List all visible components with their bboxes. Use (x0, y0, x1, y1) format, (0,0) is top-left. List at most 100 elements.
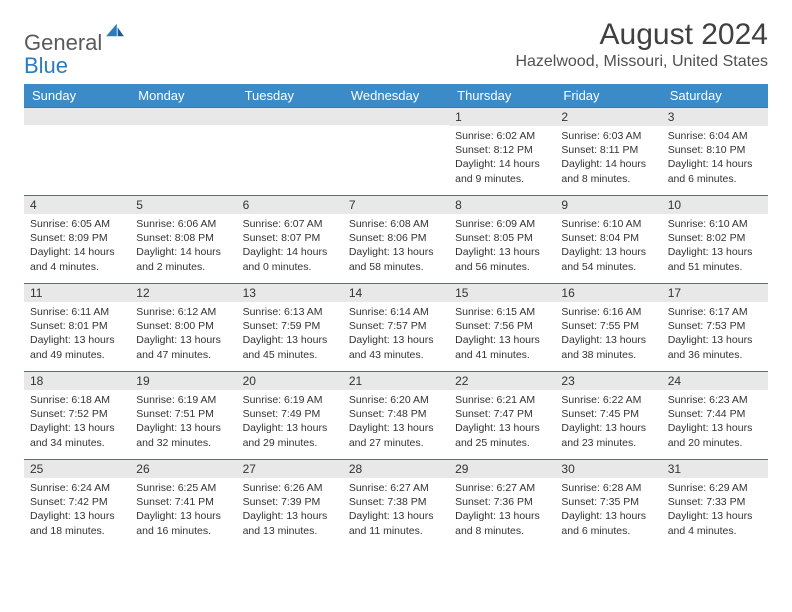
day-details: Sunrise: 6:20 AMSunset: 7:48 PMDaylight:… (343, 390, 449, 459)
calendar-day-cell: 16Sunrise: 6:16 AMSunset: 7:55 PMDayligh… (555, 283, 661, 371)
day-details: Sunrise: 6:15 AMSunset: 7:56 PMDaylight:… (449, 302, 555, 371)
day-details: Sunrise: 6:08 AMSunset: 8:06 PMDaylight:… (343, 214, 449, 283)
day-details: Sunrise: 6:25 AMSunset: 7:41 PMDaylight:… (130, 478, 236, 547)
weekday-header: Friday (555, 84, 661, 107)
calendar-day-cell: 19Sunrise: 6:19 AMSunset: 7:51 PMDayligh… (130, 371, 236, 459)
day-number: 5 (130, 195, 236, 214)
calendar-day-cell: 20Sunrise: 6:19 AMSunset: 7:49 PMDayligh… (237, 371, 343, 459)
logo-word-2: Blue (24, 53, 68, 78)
day-number: 16 (555, 283, 661, 302)
day-details: Sunrise: 6:14 AMSunset: 7:57 PMDaylight:… (343, 302, 449, 371)
weekday-header: Wednesday (343, 84, 449, 107)
day-number: 17 (662, 283, 768, 302)
day-details: Sunrise: 6:07 AMSunset: 8:07 PMDaylight:… (237, 214, 343, 283)
day-details: Sunrise: 6:09 AMSunset: 8:05 PMDaylight:… (449, 214, 555, 283)
calendar-day-cell: 6Sunrise: 6:07 AMSunset: 8:07 PMDaylight… (237, 195, 343, 283)
weekday-header: Sunday (24, 84, 130, 107)
day-number: 30 (555, 459, 661, 478)
calendar-day-cell (130, 107, 236, 195)
day-number: 31 (662, 459, 768, 478)
weekday-header-row: Sunday Monday Tuesday Wednesday Thursday… (24, 84, 768, 107)
day-number: 21 (343, 371, 449, 390)
calendar-page: General Blue August 2024 Hazelwood, Miss… (0, 0, 792, 565)
day-details: Sunrise: 6:27 AMSunset: 7:36 PMDaylight:… (449, 478, 555, 547)
calendar-day-cell: 31Sunrise: 6:29 AMSunset: 7:33 PMDayligh… (662, 459, 768, 547)
day-number: 19 (130, 371, 236, 390)
logo-word-1: General (24, 30, 102, 55)
day-details: Sunrise: 6:17 AMSunset: 7:53 PMDaylight:… (662, 302, 768, 371)
day-details: Sunrise: 6:10 AMSunset: 8:04 PMDaylight:… (555, 214, 661, 283)
calendar-day-cell: 8Sunrise: 6:09 AMSunset: 8:05 PMDaylight… (449, 195, 555, 283)
day-number: 10 (662, 195, 768, 214)
calendar-day-cell: 28Sunrise: 6:27 AMSunset: 7:38 PMDayligh… (343, 459, 449, 547)
day-number: 11 (24, 283, 130, 302)
day-details: Sunrise: 6:04 AMSunset: 8:10 PMDaylight:… (662, 126, 768, 195)
day-number: 7 (343, 195, 449, 214)
day-number: 3 (662, 107, 768, 126)
day-details: Sunrise: 6:10 AMSunset: 8:02 PMDaylight:… (662, 214, 768, 283)
day-details: Sunrise: 6:27 AMSunset: 7:38 PMDaylight:… (343, 478, 449, 547)
calendar-day-cell: 30Sunrise: 6:28 AMSunset: 7:35 PMDayligh… (555, 459, 661, 547)
calendar-day-cell: 17Sunrise: 6:17 AMSunset: 7:53 PMDayligh… (662, 283, 768, 371)
day-details: Sunrise: 6:11 AMSunset: 8:01 PMDaylight:… (24, 302, 130, 371)
calendar-body: 1Sunrise: 6:02 AMSunset: 8:12 PMDaylight… (24, 107, 768, 547)
calendar-day-cell (24, 107, 130, 195)
calendar-day-cell: 3Sunrise: 6:04 AMSunset: 8:10 PMDaylight… (662, 107, 768, 195)
day-details: Sunrise: 6:19 AMSunset: 7:51 PMDaylight:… (130, 390, 236, 459)
weekday-header: Tuesday (237, 84, 343, 107)
day-number: 22 (449, 371, 555, 390)
day-details: Sunrise: 6:18 AMSunset: 7:52 PMDaylight:… (24, 390, 130, 459)
sail-icon (104, 22, 126, 38)
calendar-day-cell: 15Sunrise: 6:15 AMSunset: 7:56 PMDayligh… (449, 283, 555, 371)
day-number: 9 (555, 195, 661, 214)
day-number: 29 (449, 459, 555, 478)
day-details: Sunrise: 6:02 AMSunset: 8:12 PMDaylight:… (449, 126, 555, 195)
day-number: 24 (662, 371, 768, 390)
day-details: Sunrise: 6:29 AMSunset: 7:33 PMDaylight:… (662, 478, 768, 547)
calendar-day-cell: 11Sunrise: 6:11 AMSunset: 8:01 PMDayligh… (24, 283, 130, 371)
day-details: Sunrise: 6:26 AMSunset: 7:39 PMDaylight:… (237, 478, 343, 547)
day-details: Sunrise: 6:22 AMSunset: 7:45 PMDaylight:… (555, 390, 661, 459)
day-number: 1 (449, 107, 555, 126)
calendar-day-cell: 5Sunrise: 6:06 AMSunset: 8:08 PMDaylight… (130, 195, 236, 283)
calendar-table: Sunday Monday Tuesday Wednesday Thursday… (24, 84, 768, 547)
calendar-day-cell: 26Sunrise: 6:25 AMSunset: 7:41 PMDayligh… (130, 459, 236, 547)
day-details: Sunrise: 6:19 AMSunset: 7:49 PMDaylight:… (237, 390, 343, 459)
day-number-empty (237, 107, 343, 125)
day-number: 27 (237, 459, 343, 478)
calendar-day-cell: 10Sunrise: 6:10 AMSunset: 8:02 PMDayligh… (662, 195, 768, 283)
calendar-day-cell: 21Sunrise: 6:20 AMSunset: 7:48 PMDayligh… (343, 371, 449, 459)
calendar-week-row: 4Sunrise: 6:05 AMSunset: 8:09 PMDaylight… (24, 195, 768, 283)
weekday-header: Saturday (662, 84, 768, 107)
day-number: 14 (343, 283, 449, 302)
title-block: August 2024 Hazelwood, Missouri, United … (515, 18, 768, 71)
calendar-week-row: 18Sunrise: 6:18 AMSunset: 7:52 PMDayligh… (24, 371, 768, 459)
day-details: Sunrise: 6:06 AMSunset: 8:08 PMDaylight:… (130, 214, 236, 283)
calendar-day-cell: 12Sunrise: 6:12 AMSunset: 8:00 PMDayligh… (130, 283, 236, 371)
day-details: Sunrise: 6:05 AMSunset: 8:09 PMDaylight:… (24, 214, 130, 283)
day-number: 20 (237, 371, 343, 390)
calendar-day-cell: 29Sunrise: 6:27 AMSunset: 7:36 PMDayligh… (449, 459, 555, 547)
calendar-day-cell: 18Sunrise: 6:18 AMSunset: 7:52 PMDayligh… (24, 371, 130, 459)
day-number: 23 (555, 371, 661, 390)
day-number: 25 (24, 459, 130, 478)
day-details: Sunrise: 6:16 AMSunset: 7:55 PMDaylight:… (555, 302, 661, 371)
calendar-week-row: 1Sunrise: 6:02 AMSunset: 8:12 PMDaylight… (24, 107, 768, 195)
day-number: 2 (555, 107, 661, 126)
day-number: 26 (130, 459, 236, 478)
day-details: Sunrise: 6:03 AMSunset: 8:11 PMDaylight:… (555, 126, 661, 195)
day-number: 15 (449, 283, 555, 302)
day-number: 6 (237, 195, 343, 214)
calendar-day-cell: 7Sunrise: 6:08 AMSunset: 8:06 PMDaylight… (343, 195, 449, 283)
calendar-day-cell (237, 107, 343, 195)
day-details: Sunrise: 6:13 AMSunset: 7:59 PMDaylight:… (237, 302, 343, 371)
day-details: Sunrise: 6:21 AMSunset: 7:47 PMDaylight:… (449, 390, 555, 459)
weekday-header: Monday (130, 84, 236, 107)
weekday-header: Thursday (449, 84, 555, 107)
day-details: Sunrise: 6:28 AMSunset: 7:35 PMDaylight:… (555, 478, 661, 547)
day-number-empty (343, 107, 449, 125)
calendar-day-cell: 1Sunrise: 6:02 AMSunset: 8:12 PMDaylight… (449, 107, 555, 195)
page-header: General Blue August 2024 Hazelwood, Miss… (24, 18, 768, 78)
brand-logo: General Blue (24, 18, 126, 78)
day-details: Sunrise: 6:24 AMSunset: 7:42 PMDaylight:… (24, 478, 130, 547)
